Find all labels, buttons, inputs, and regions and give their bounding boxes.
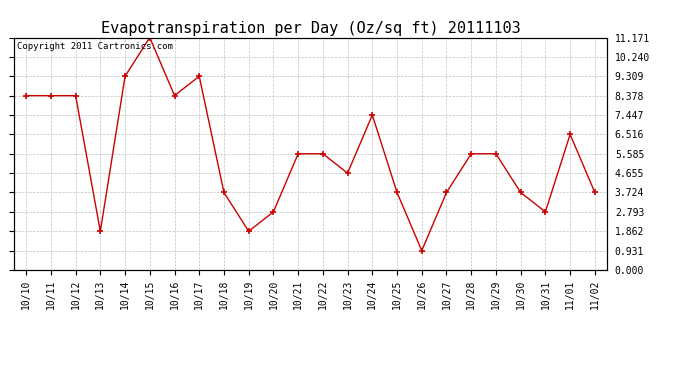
Text: Copyright 2011 Cartronics.com: Copyright 2011 Cartronics.com (17, 42, 172, 51)
Title: Evapotranspiration per Day (Oz/sq ft) 20111103: Evapotranspiration per Day (Oz/sq ft) 20… (101, 21, 520, 36)
